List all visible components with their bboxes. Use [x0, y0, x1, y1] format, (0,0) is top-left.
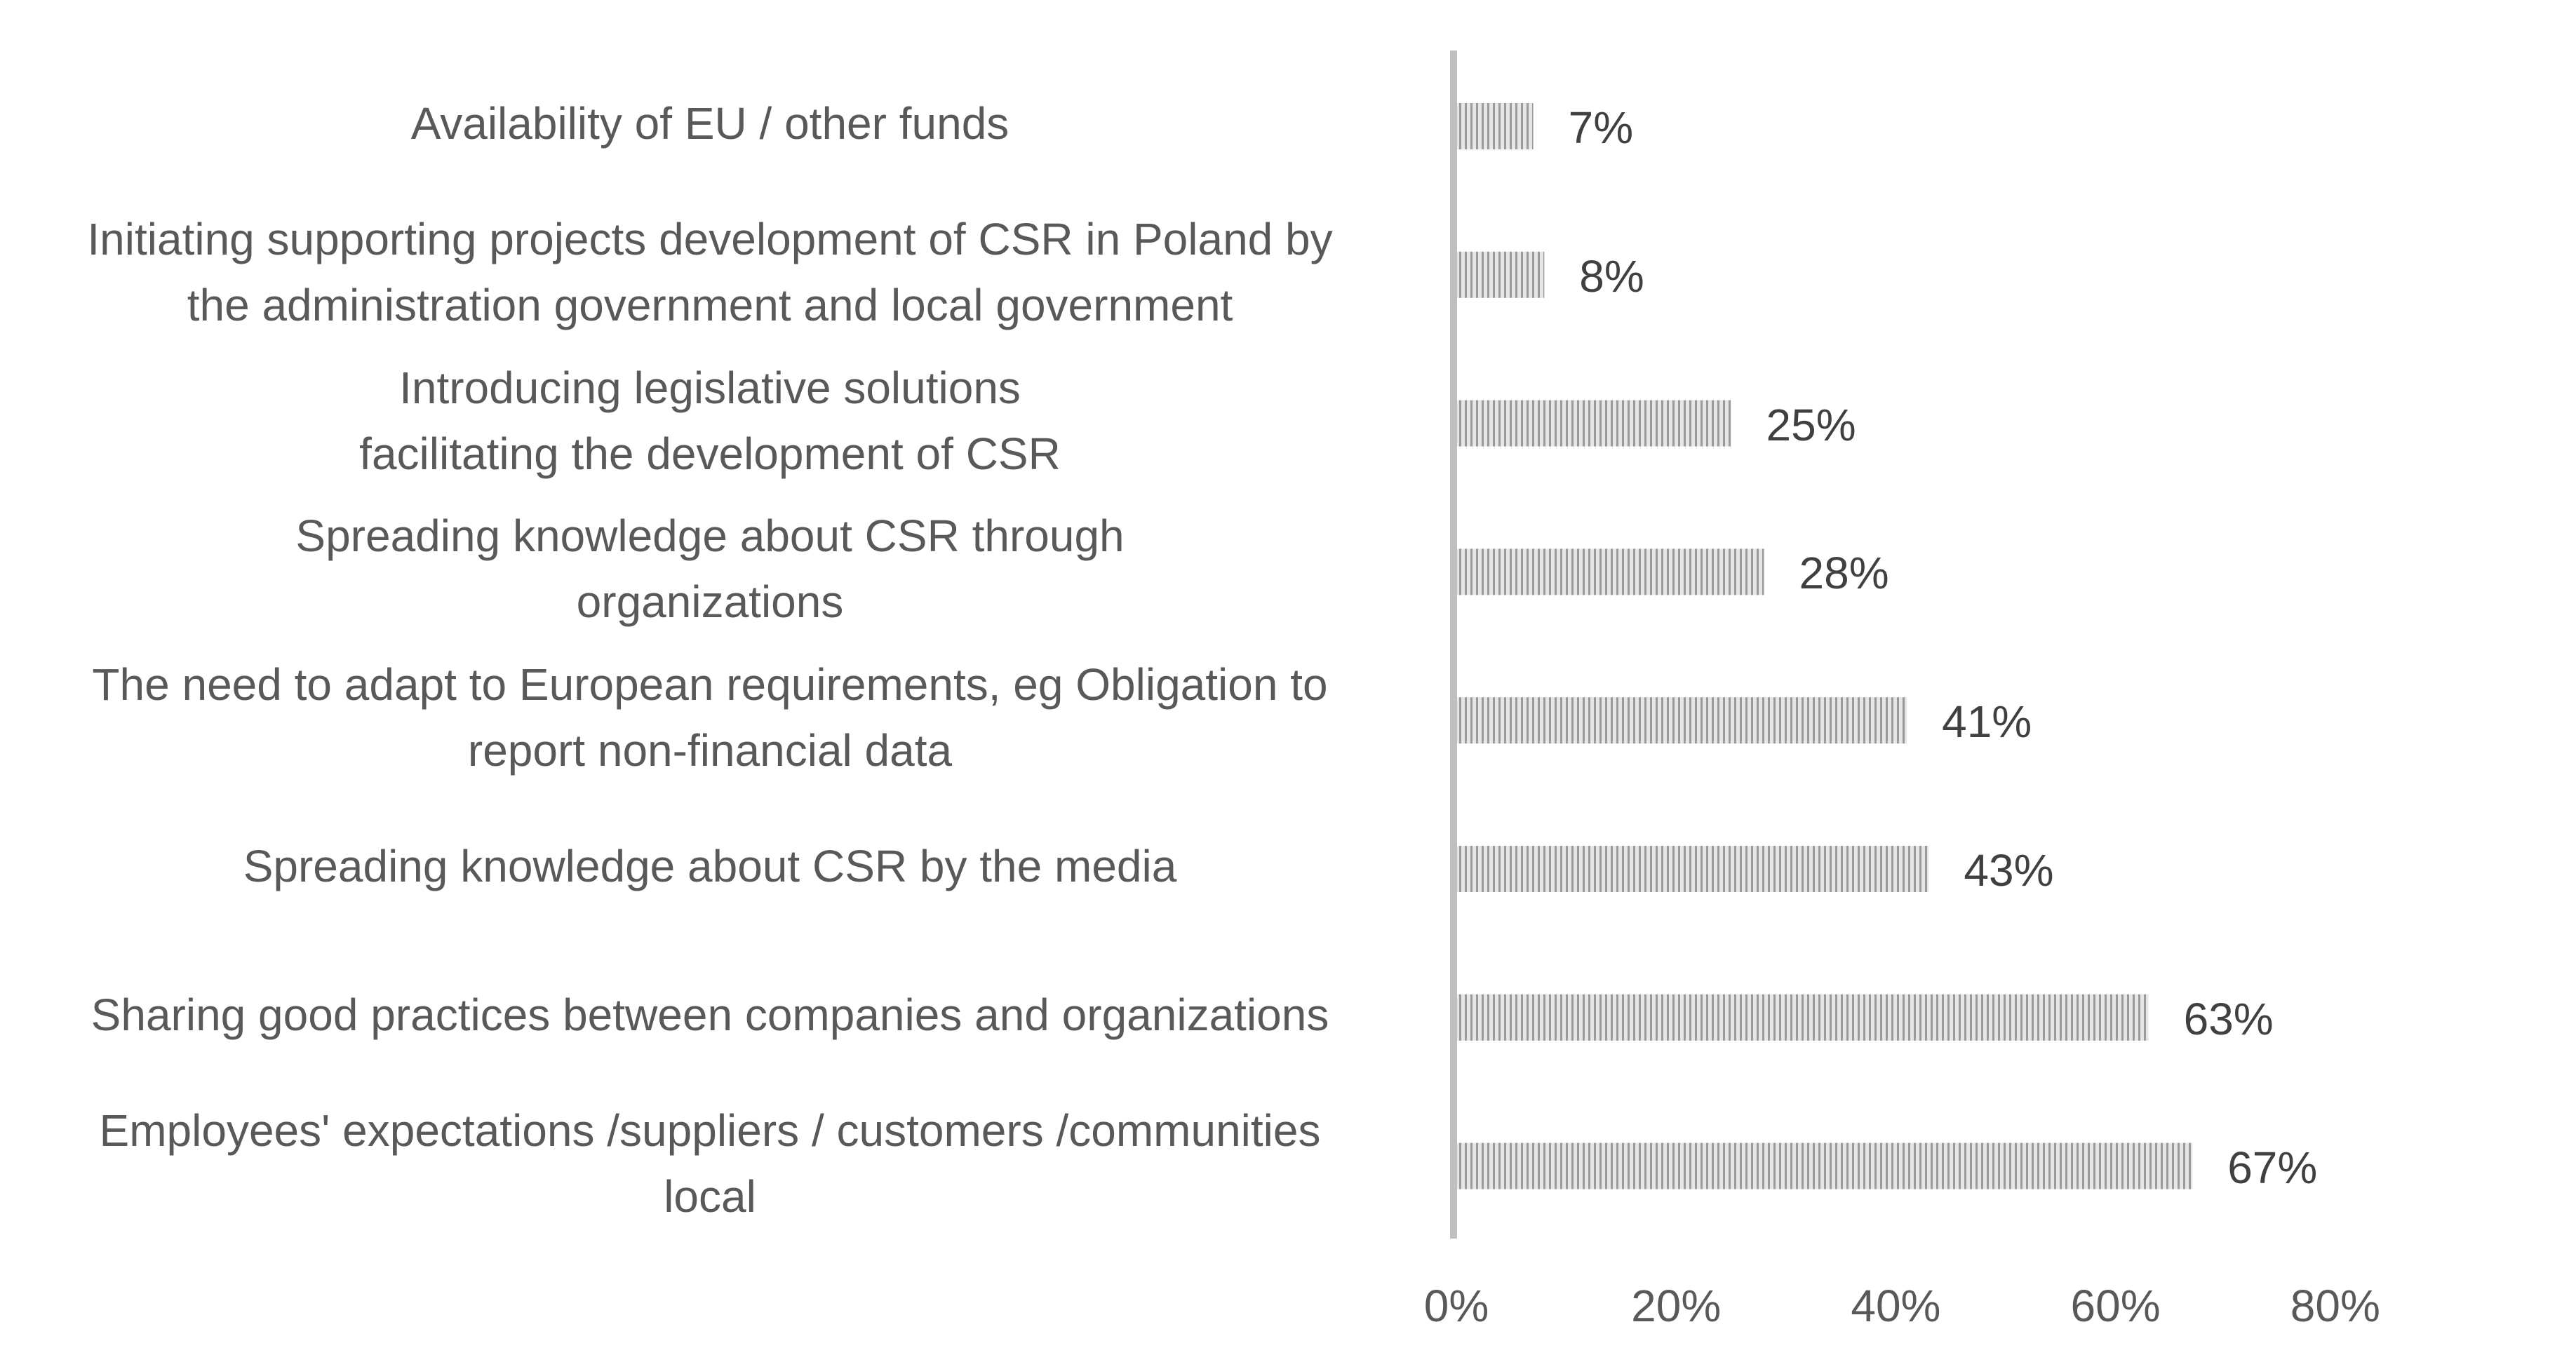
data-label-2: 8%	[1579, 250, 1644, 302]
bar-4	[1456, 548, 1764, 595]
data-label-7: 63%	[2183, 993, 2274, 1044]
category-label-1: Availability of EU / other funds	[8, 90, 1411, 156]
data-label-1: 7%	[1568, 102, 1634, 153]
x-tick-label-1: 0%	[1423, 1281, 1489, 1331]
category-label-line: The need to adapt to European requiremen…	[92, 659, 1328, 710]
bar-8	[1456, 1142, 2193, 1189]
data-label-5: 41%	[1942, 696, 2032, 748]
data-label-8: 67%	[2227, 1142, 2318, 1193]
category-label-line: Sharing good practices between companies…	[90, 989, 1329, 1040]
category-label-line: local	[664, 1171, 756, 1222]
category-label-2: Initiating supporting projects developme…	[8, 206, 1411, 338]
data-label-3: 25%	[1766, 399, 1856, 450]
category-label-line: organizations	[576, 576, 844, 628]
category-label-line: Employees' expectations /suppliers / cus…	[99, 1105, 1321, 1156]
bars-layer	[1456, 103, 2193, 1189]
bar-6	[1456, 846, 1929, 892]
category-label-6: Spreading knowledge about CSR by the med…	[8, 833, 1411, 899]
category-label-line: Spreading knowledge about CSR through	[295, 511, 1125, 562]
bar-5	[1456, 697, 1907, 744]
category-label-line: Spreading knowledge about CSR by the med…	[243, 841, 1177, 891]
x-tick-label-5: 80%	[2290, 1281, 2380, 1331]
category-label-3: Introducing legislative solutions facilit…	[8, 355, 1411, 487]
category-label-line: Introducing legislative solutions	[399, 362, 1021, 413]
category-label-line: the administration government and local …	[187, 279, 1233, 330]
bar-2	[1456, 251, 1545, 298]
data-label-6: 43%	[1964, 845, 2054, 896]
category-label-4: Spreading knowledge about CSR through org…	[8, 503, 1411, 635]
bar-7	[1456, 994, 2149, 1041]
data-label-4: 28%	[1799, 548, 1889, 599]
category-label-line: facilitating the development of CSR	[359, 428, 1061, 479]
x-tick-label-2: 20%	[1631, 1281, 1722, 1331]
category-label-7: Sharing good practices between companies…	[8, 982, 1411, 1048]
category-label-8: Employees' expectations /suppliers / cus…	[8, 1098, 1411, 1229]
x-tick-label-3: 40%	[1851, 1281, 1941, 1331]
category-label-line: Initiating supporting projects developme…	[87, 213, 1333, 264]
bar-1	[1456, 103, 1534, 149]
category-label-5: The need to adapt to European requiremen…	[8, 652, 1411, 783]
category-label-line: Availability of EU / other funds	[410, 98, 1009, 149]
bar-3	[1456, 400, 1731, 447]
category-label-line: report non-financial data	[467, 725, 953, 776]
x-tick-label-4: 60%	[2070, 1281, 2161, 1331]
